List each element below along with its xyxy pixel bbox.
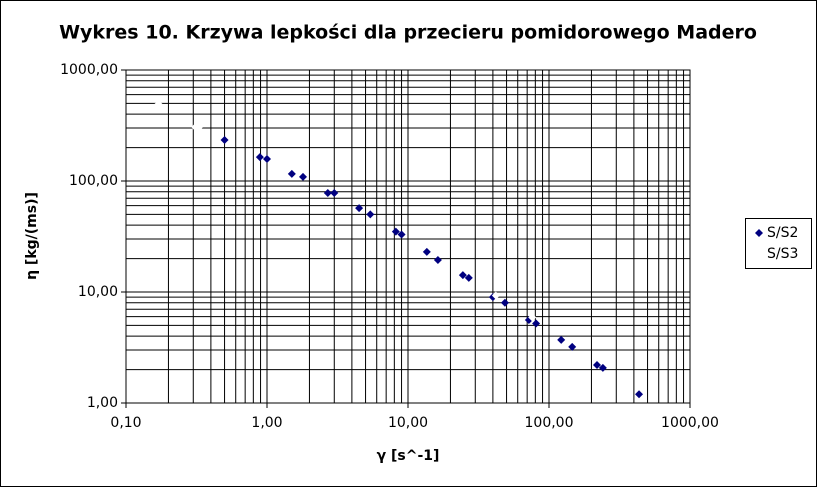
point (557, 335, 566, 344)
x-tick-label: 1,00 (251, 415, 282, 431)
point (154, 99, 163, 108)
legend-label: S/S2 (767, 225, 798, 241)
y-tick-label: 10,00 (78, 284, 118, 300)
point (391, 227, 400, 236)
point (593, 360, 602, 369)
point (635, 390, 644, 399)
point (298, 172, 307, 181)
point (458, 271, 467, 280)
point (598, 363, 607, 372)
legend-label: S/S3 (767, 246, 798, 262)
legend (745, 218, 812, 269)
point (532, 319, 541, 328)
point (263, 154, 271, 163)
x-axis-label: γ [s^-1] (377, 448, 440, 464)
point (355, 204, 364, 213)
point (220, 136, 229, 145)
point (491, 291, 500, 300)
y-axis-label: η [kg/(ms)] (24, 192, 40, 280)
point (500, 298, 509, 307)
y-tick-label: 1000,00 (60, 62, 118, 78)
y-tick-label: 100,00 (69, 173, 118, 189)
y-tick-label: 1,00 (87, 395, 118, 411)
point (330, 188, 339, 197)
point (528, 313, 537, 322)
chart-title: Wykres 10. Krzywa lepkości dla przecieru… (59, 22, 757, 44)
point (323, 188, 332, 197)
point (568, 342, 577, 351)
point (464, 273, 473, 282)
point (397, 230, 406, 239)
x-tick-label: 10,00 (388, 415, 428, 431)
point (433, 256, 442, 265)
x-tick-label: 0,10 (110, 415, 141, 431)
point (255, 153, 264, 162)
point (195, 123, 204, 132)
x-tick-label: 1000,00 (661, 415, 719, 431)
point (422, 247, 431, 256)
point (287, 169, 296, 178)
point (366, 210, 375, 219)
legend-marker (755, 250, 763, 258)
plot-border (125, 69, 691, 404)
legend-marker (755, 229, 763, 237)
x-tick-label: 100,00 (525, 415, 574, 431)
